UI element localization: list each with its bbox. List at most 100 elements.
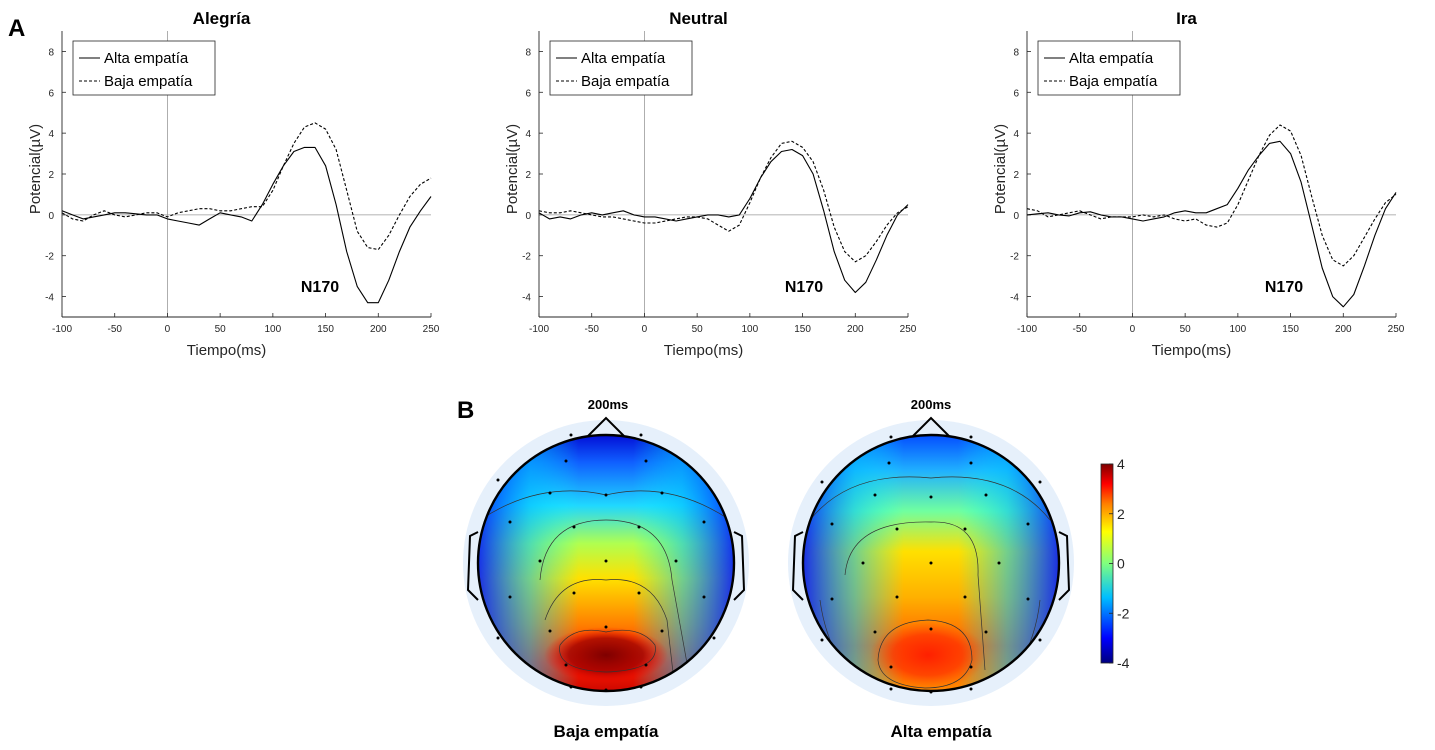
y-tick-label: 8	[48, 47, 54, 58]
legend: Alta empatía Baja empatía	[549, 40, 693, 96]
y-tick-label: 2	[48, 170, 54, 181]
x-tick-label: 0	[165, 324, 171, 335]
colorbar-tick-label: -4	[1117, 655, 1130, 671]
y-tick-label: -4	[522, 293, 531, 304]
colorbar-tick-label: 4	[1117, 456, 1125, 472]
legend-label: Alta empatía	[104, 50, 189, 67]
x-axis-label: Tiempo(ms)	[1152, 342, 1231, 359]
legend-label: Alta empatía	[1069, 50, 1154, 67]
x-tick-label: 100	[1230, 324, 1247, 335]
legend-label: Baja empatía	[581, 73, 670, 90]
x-tick-label: -100	[529, 324, 549, 335]
y-tick-label: 6	[48, 88, 54, 99]
y-tick-label: 8	[1013, 47, 1019, 58]
x-axis-label: Tiempo(ms)	[187, 342, 266, 359]
x-tick-label: 50	[692, 324, 704, 335]
y-tick-label: 4	[525, 129, 531, 140]
series-line-alta	[1026, 140, 1397, 308]
topomap-alta: 200ms Alta empatía	[788, 397, 1074, 741]
x-axis-label: Tiempo(ms)	[664, 342, 743, 359]
y-axis-label: Potencial(µV)	[504, 124, 521, 214]
x-tick-label: 0	[642, 324, 648, 335]
x-tick-label: 150	[794, 324, 811, 335]
topomap-baja: 200ms Baja empatía	[463, 397, 749, 741]
x-tick-label: -50	[1072, 324, 1087, 335]
series-line-alta	[538, 148, 909, 294]
chart-title: Ira	[1176, 9, 1197, 28]
legend-label: Baja empatía	[104, 73, 193, 90]
right-ear-icon	[1058, 531, 1071, 601]
colorbar: 4 2 0 -2 -4	[1100, 456, 1130, 671]
y-tick-label: -4	[45, 293, 54, 304]
panel-label-b: B	[457, 397, 474, 424]
y-tick-label: 4	[1013, 129, 1019, 140]
y-axis-label: Potencial(µV)	[992, 124, 1009, 214]
x-tick-label: 150	[317, 324, 334, 335]
legend-box	[72, 40, 216, 96]
y-tick-label: 2	[1013, 170, 1019, 181]
x-tick-label: -50	[584, 324, 599, 335]
electrode-markers	[820, 435, 1042, 694]
legend-label: Alta empatía	[581, 50, 666, 67]
colorbar-ticks: 4 2 0 -2 -4	[1109, 456, 1130, 671]
y-tick-label: -2	[45, 252, 54, 263]
y-tick-label: -2	[522, 252, 531, 263]
colorbar-tick-label: 2	[1117, 506, 1125, 522]
y-tick-label: 0	[525, 211, 531, 222]
y-tick-label: 2	[525, 170, 531, 181]
topomap-caption: Baja empatía	[554, 722, 659, 741]
y-tick-label: 6	[525, 88, 531, 99]
x-tick-label: 250	[423, 324, 440, 335]
series-line-baja	[1026, 124, 1397, 267]
y-axis-label: Potencial(µV)	[27, 124, 44, 214]
legend: Alta empatía Baja empatía	[72, 40, 216, 96]
series-line-baja	[538, 140, 909, 263]
topomap-caption: Alta empatía	[890, 722, 992, 741]
y-tick-label: 4	[48, 129, 54, 140]
y-tick-label: 8	[525, 47, 531, 58]
colorbar-tick-label: 0	[1117, 556, 1125, 572]
x-tick-label: 100	[265, 324, 282, 335]
scalp-posterior-peak	[544, 627, 668, 683]
x-tick-label: 100	[742, 324, 759, 335]
topomap-time-label: 200ms	[588, 397, 628, 412]
x-tick-label: 50	[215, 324, 227, 335]
legend-box	[549, 40, 693, 96]
legend: Alta empatía Baja empatía	[1037, 40, 1181, 96]
topomap-time-label: 200ms	[911, 397, 951, 412]
n170-annotation: N170	[301, 279, 339, 296]
y-tick-label: 6	[1013, 88, 1019, 99]
left-ear-icon	[466, 531, 479, 601]
y-tick-label: 0	[1013, 211, 1019, 222]
x-tick-label: 200	[1335, 324, 1352, 335]
nose-icon	[912, 416, 950, 437]
erp-chart-1: Alegría -100 -50 0 50 100 150 200 250 -4 -2 0 2 4 6 8 Ti…	[27, 9, 440, 359]
colorbar-tick-label: -2	[1117, 605, 1130, 621]
erp-chart-2: Neutral -100 -50 0 50 100 150 200 250 -4 -2 0 2 4 6 8 Ti…	[504, 9, 917, 359]
right-ear-icon	[733, 531, 746, 601]
n170-annotation: N170	[785, 279, 823, 296]
scalp-posterior-peak	[870, 621, 986, 689]
panel-label-a: A	[8, 15, 25, 42]
x-tick-label: 250	[900, 324, 917, 335]
left-ear-icon	[791, 531, 804, 601]
y-tick-label: -2	[1010, 252, 1019, 263]
x-tick-label: 200	[370, 324, 387, 335]
x-tick-label: 0	[1130, 324, 1136, 335]
x-tick-label: 150	[1282, 324, 1299, 335]
nose-icon	[587, 416, 625, 437]
electrode-markers	[496, 433, 716, 692]
erp-chart-3: Ira -100 -50 0 50 100 150 200 250 -4 -2 0 2 4 6 8 Tiempo…	[992, 9, 1405, 359]
erp-charts: Alegría-100 -50 0 50 100 150 200 250-4-202468Ti…	[27, 9, 1405, 359]
x-tick-label: 250	[1388, 324, 1405, 335]
x-tick-label: 50	[1180, 324, 1192, 335]
legend-box	[1037, 40, 1181, 96]
series-line-baja	[61, 122, 432, 251]
y-tick-label: 0	[48, 211, 54, 222]
x-tick-label: -50	[107, 324, 122, 335]
n170-annotation: N170	[1265, 279, 1303, 296]
legend-label: Baja empatía	[1069, 73, 1158, 90]
series-line-alta	[61, 146, 432, 304]
x-tick-label: 200	[847, 324, 864, 335]
